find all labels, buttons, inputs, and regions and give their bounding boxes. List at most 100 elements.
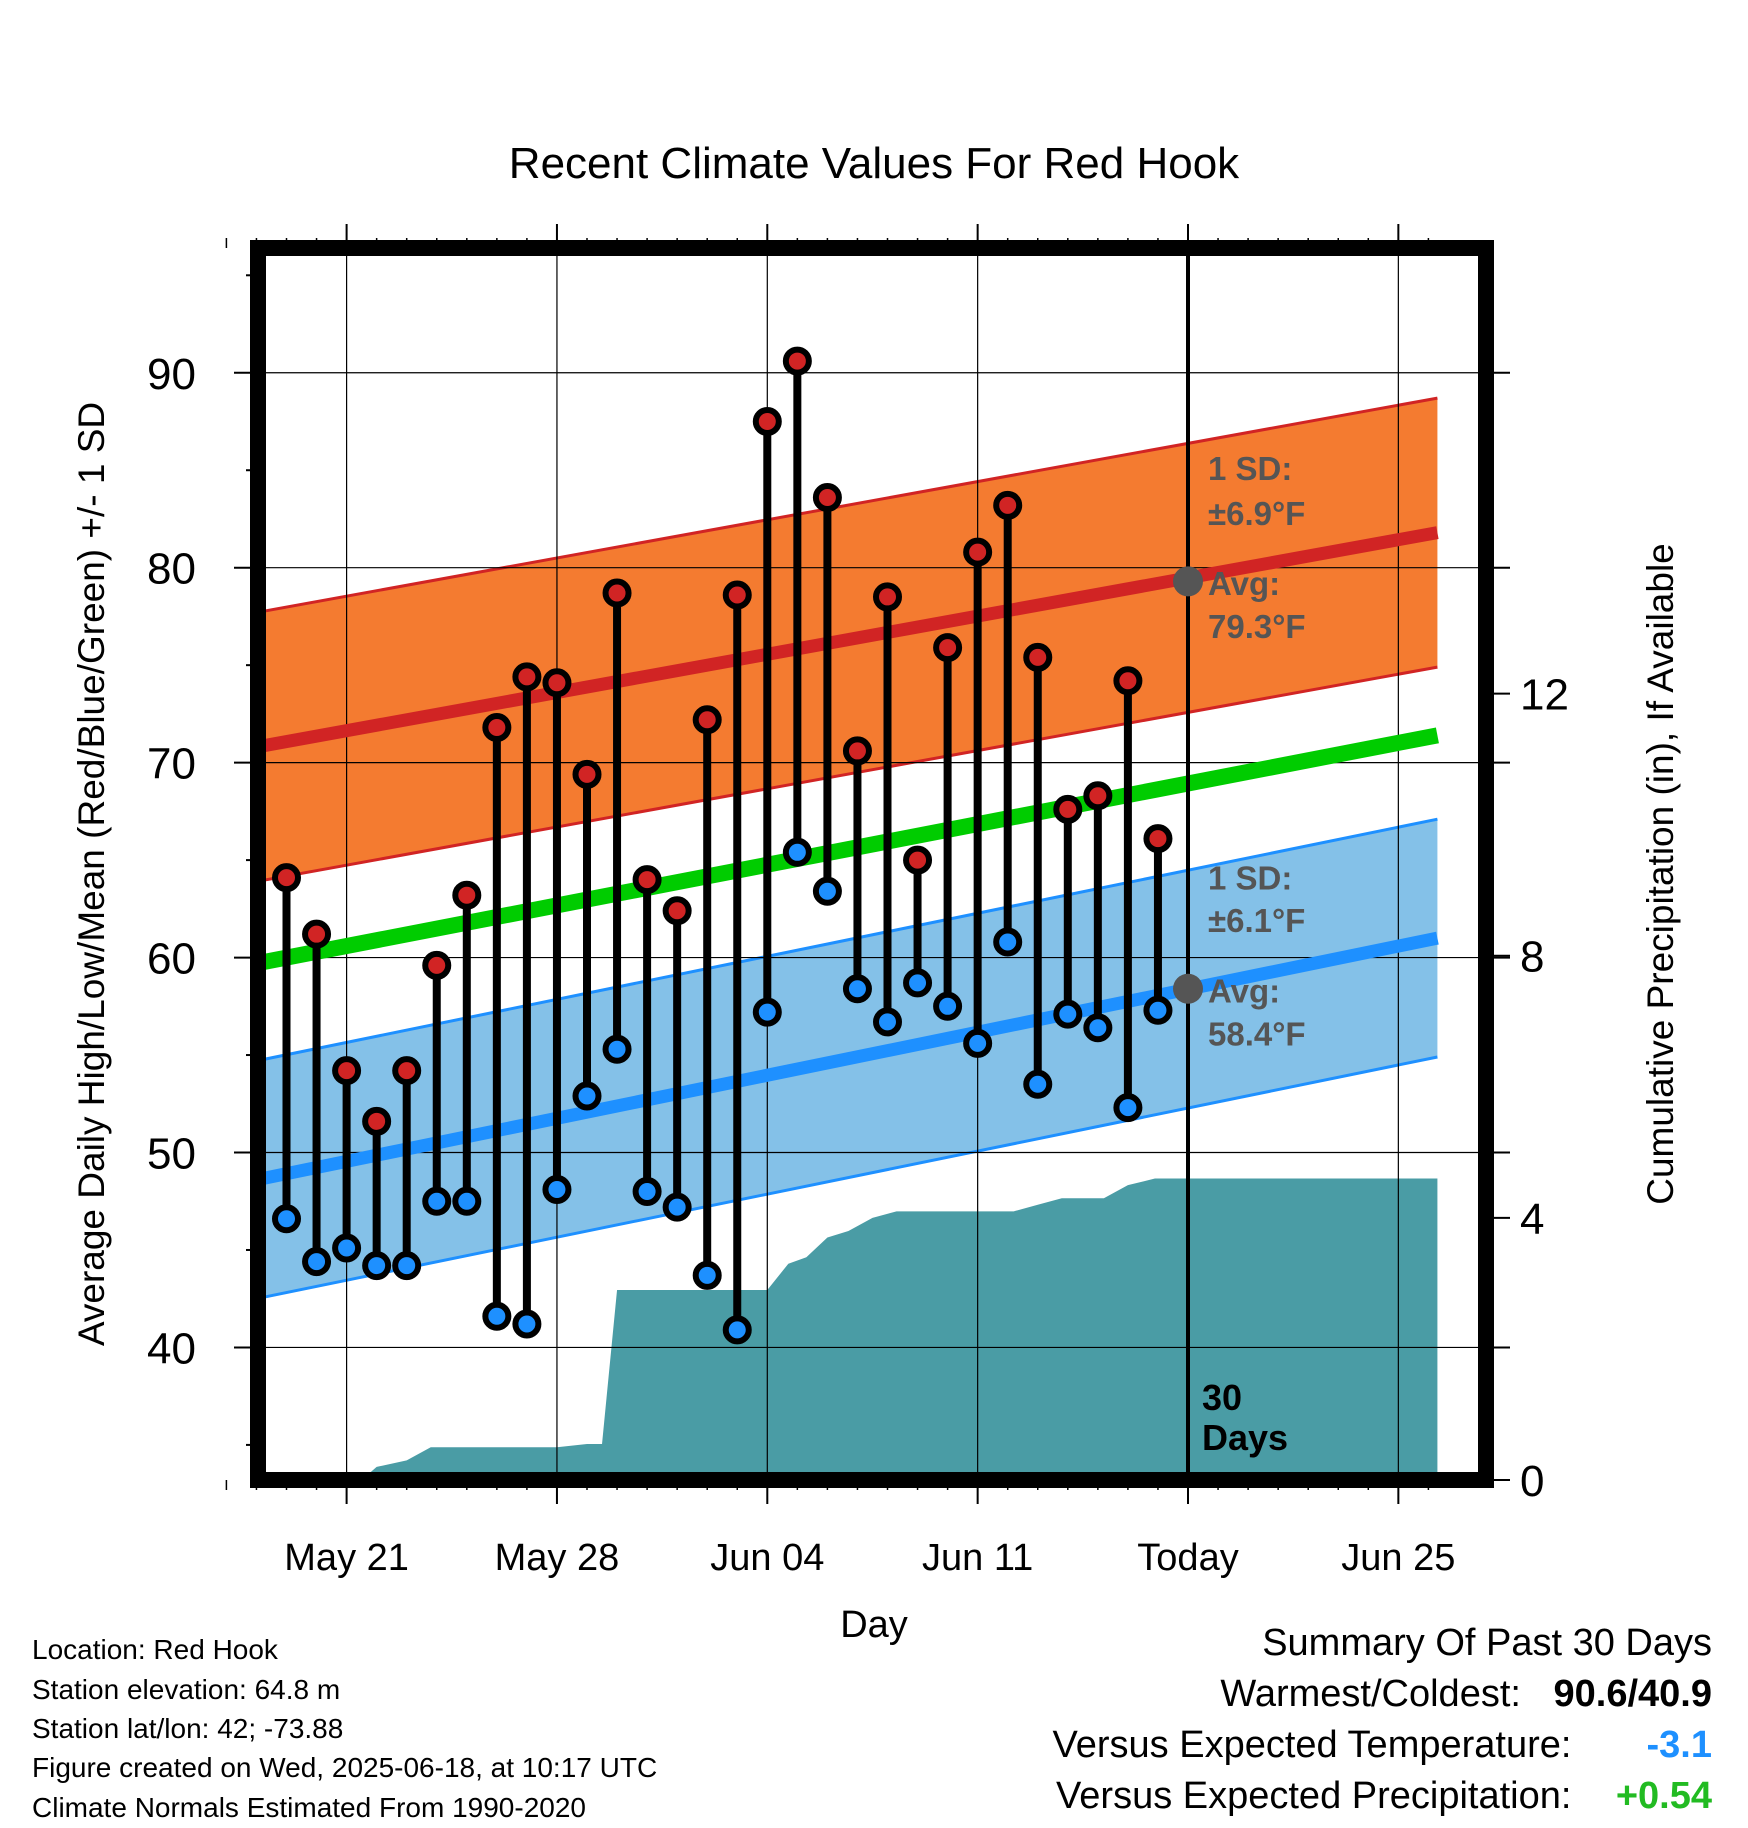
daily-low-point xyxy=(812,876,842,906)
daily-low-point xyxy=(1143,995,1173,1025)
band-annotation: 79.3°F xyxy=(1208,608,1306,645)
y2-tick-label: 0 xyxy=(1520,1457,1544,1506)
band-annotation: 1 SD: xyxy=(1208,859,1292,896)
daily-low-point xyxy=(782,837,812,867)
daily-high-point xyxy=(392,1056,422,1086)
daily-low-point xyxy=(963,1028,993,1058)
y-tick-label: 50 xyxy=(147,1130,196,1179)
daily-high-point xyxy=(302,919,332,949)
high-normal-band-lower xyxy=(258,665,1438,883)
daily-high-point xyxy=(842,736,872,766)
band-annotation: Avg: xyxy=(1208,565,1280,602)
precip-area xyxy=(258,1178,1438,1480)
daily-high-point xyxy=(1083,781,1113,811)
daily-low-point xyxy=(542,1175,572,1205)
today-high-avg-marker xyxy=(1173,566,1203,597)
band-annotation: 1 SD: xyxy=(1208,450,1292,487)
warmest-value: 90.6/40.9 xyxy=(1553,1673,1712,1715)
daily-low-point xyxy=(392,1251,422,1281)
daily-low-point xyxy=(452,1186,482,1216)
daily-high-point xyxy=(452,880,482,910)
station-location: Location: Red Hook xyxy=(32,1634,278,1665)
daily-high-point xyxy=(782,346,812,376)
band-annotation: Avg: xyxy=(1208,972,1280,1009)
precip-value: +0.54 xyxy=(1615,1775,1712,1817)
low-normal-band-lower xyxy=(258,1055,1438,1300)
y2-tick-label: 4 xyxy=(1520,1195,1544,1244)
x-tick-label: Jun 11 xyxy=(922,1537,1033,1579)
daily-high-point xyxy=(903,845,933,875)
today-low-avg-marker xyxy=(1173,973,1203,1004)
daily-low-point xyxy=(362,1251,392,1281)
daily-high-point xyxy=(602,578,632,608)
daily-high-point xyxy=(422,950,452,980)
daily-low-point xyxy=(302,1247,332,1277)
warmest-label: Warmest/Coldest: xyxy=(1220,1673,1521,1715)
station-latlon: Station lat/lon: 42; -73.88 xyxy=(32,1713,344,1744)
daily-high-point xyxy=(933,633,963,663)
daily-low-point xyxy=(482,1301,512,1331)
y2-axis-label: Cumulative Precipitation (in), If Availa… xyxy=(1640,543,1681,1205)
x-tick-label: May 21 xyxy=(284,1537,409,1579)
y-tick-label: 70 xyxy=(147,740,196,789)
daily-high-point xyxy=(512,662,542,692)
daily-low-point xyxy=(272,1204,301,1234)
y-tick-label: 90 xyxy=(147,350,196,399)
x-tick-label: Jun 04 xyxy=(710,1537,824,1579)
summary-title: Summary Of Past 30 Days xyxy=(1262,1622,1712,1664)
station-elevation: Station elevation: 64.8 m xyxy=(32,1674,341,1705)
y2-tick-label: 12 xyxy=(1520,671,1569,720)
daily-high-point xyxy=(1113,666,1143,696)
today-window-label: 30 xyxy=(1202,1377,1242,1418)
daily-low-point xyxy=(572,1081,602,1111)
daily-low-point xyxy=(632,1176,662,1206)
daily-low-point xyxy=(752,997,782,1027)
x-axis-label: Day xyxy=(840,1604,908,1646)
precip-label: Versus Expected Precipitation: xyxy=(1056,1775,1572,1817)
daily-low-point xyxy=(602,1034,632,1064)
band-annotation: 58.4°F xyxy=(1208,1015,1306,1052)
daily-low-point xyxy=(722,1315,752,1345)
daily-high-point xyxy=(692,705,722,735)
daily-low-point xyxy=(1053,999,1083,1029)
y-tick-label: 40 xyxy=(147,1324,196,1373)
low-normal-band-upper xyxy=(258,817,1438,1063)
daily-low-point xyxy=(873,1007,902,1037)
temp-label: Versus Expected Temperature: xyxy=(1052,1724,1572,1766)
summary-temp: Versus Expected Temperature: -3.1 xyxy=(1053,1724,1712,1767)
figure-created: Figure created on Wed, 2025-06-18, at 10… xyxy=(32,1752,658,1783)
low-average-line xyxy=(258,931,1439,1187)
high-normal-band-upper xyxy=(258,396,1438,614)
daily-high-point xyxy=(572,759,602,789)
band-annotation: ±6.9°F xyxy=(1208,495,1305,532)
daily-low-point xyxy=(422,1186,452,1216)
summary-warmest: Warmest/Coldest: 90.6/40.9 xyxy=(1220,1673,1712,1716)
daily-low-point xyxy=(903,968,933,998)
daily-high-point xyxy=(873,582,902,612)
y-tick-label: 60 xyxy=(147,935,196,984)
daily-high-point xyxy=(1143,824,1173,854)
daily-high-point xyxy=(482,713,512,743)
daily-high-point xyxy=(542,668,572,698)
daily-high-point xyxy=(963,537,993,567)
daily-high-point xyxy=(993,490,1023,520)
daily-high-point xyxy=(1023,642,1053,672)
daily-low-point xyxy=(662,1192,692,1222)
daily-high-point xyxy=(632,865,662,895)
daily-low-point xyxy=(512,1309,542,1339)
chart-title: Recent Climate Values For Red Hook xyxy=(509,139,1240,188)
daily-low-point xyxy=(1083,1013,1113,1043)
daily-low-point xyxy=(842,974,872,1004)
daily-high-point xyxy=(812,483,842,513)
x-tick-label: Today xyxy=(1137,1537,1238,1579)
daily-low-point xyxy=(1113,1093,1143,1123)
daily-high-point xyxy=(332,1056,362,1086)
daily-low-point xyxy=(332,1233,362,1263)
mean-average-line xyxy=(258,727,1439,972)
daily-low-point xyxy=(933,991,963,1021)
today-window-label: Days xyxy=(1202,1417,1288,1458)
daily-high-point xyxy=(722,580,752,610)
normals-period: Climate Normals Estimated From 1990-2020 xyxy=(32,1792,586,1823)
daily-low-point xyxy=(692,1260,722,1290)
